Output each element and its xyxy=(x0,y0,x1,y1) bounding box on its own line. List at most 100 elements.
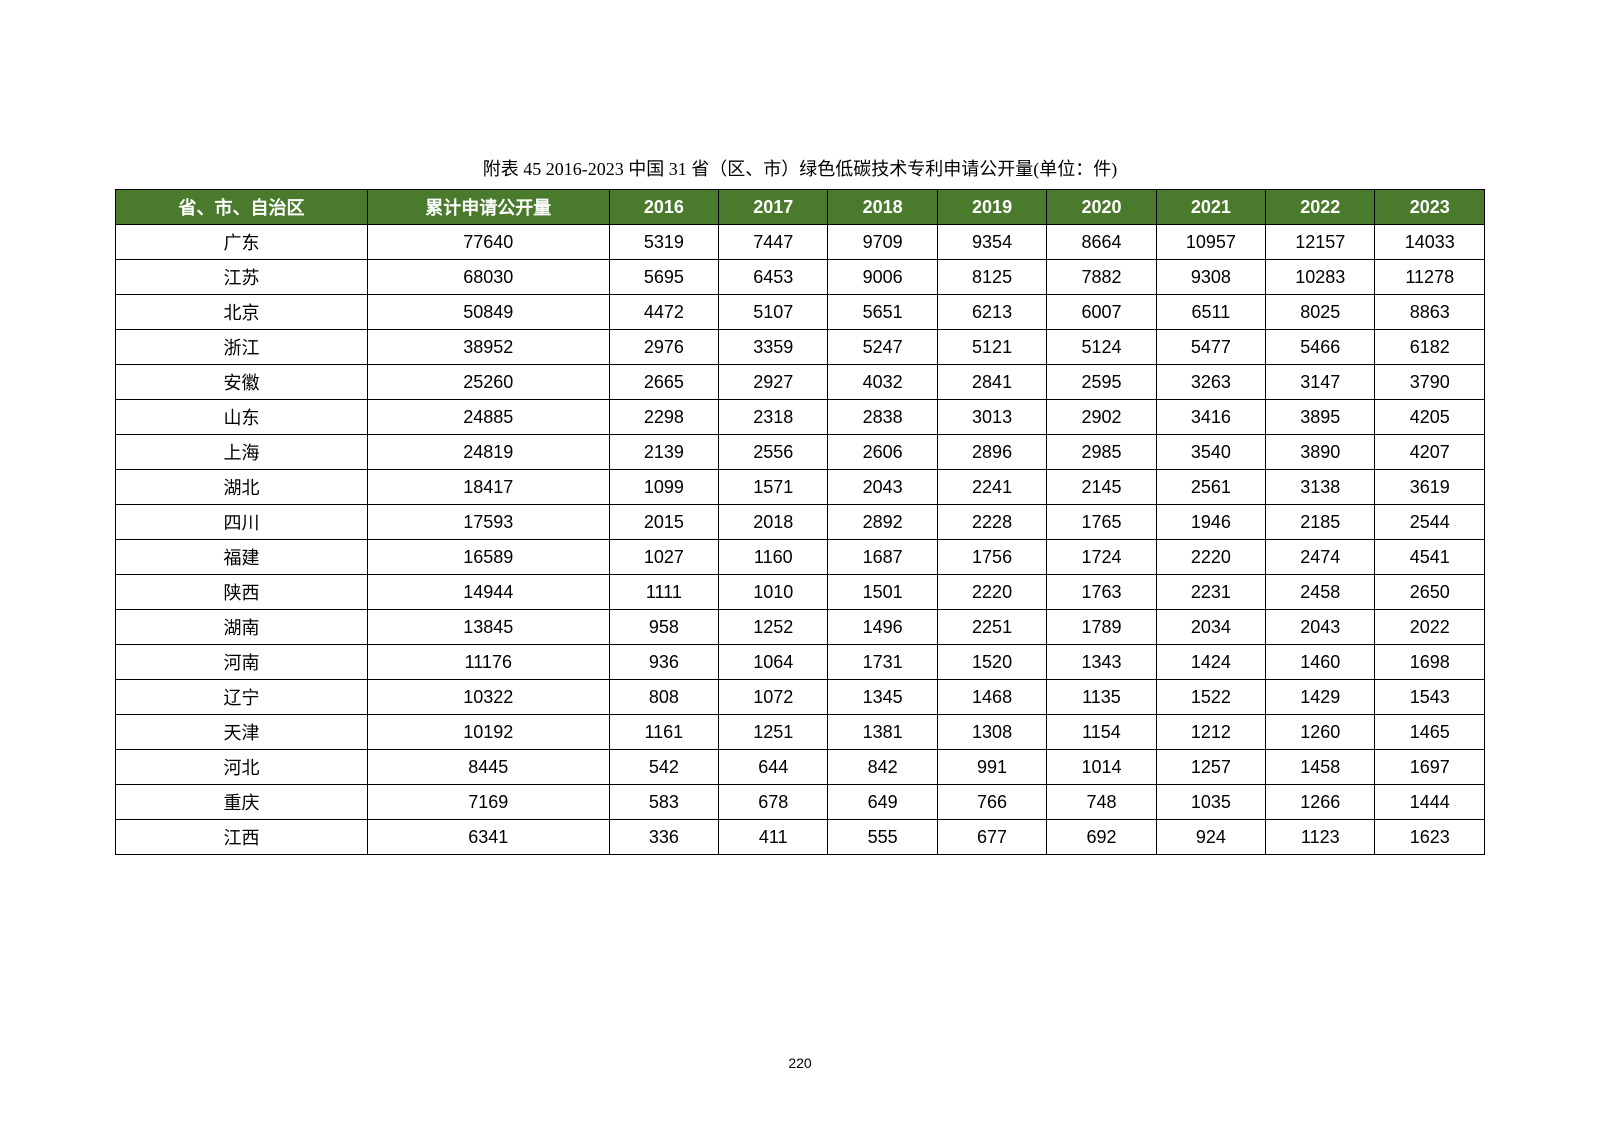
table-row: 天津1019211611251138113081154121212601465 xyxy=(116,715,1485,750)
col-header-2022: 2022 xyxy=(1266,190,1375,225)
cell-total: 7169 xyxy=(367,785,609,820)
cell-year-value: 1111 xyxy=(609,575,718,610)
cell-year-value: 9006 xyxy=(828,260,937,295)
cell-year-value: 2561 xyxy=(1156,470,1265,505)
cell-total: 6341 xyxy=(367,820,609,855)
cell-region: 上海 xyxy=(116,435,368,470)
cell-year-value: 5124 xyxy=(1047,330,1156,365)
cell-region: 四川 xyxy=(116,505,368,540)
cell-year-value: 2896 xyxy=(937,435,1046,470)
cell-total: 14944 xyxy=(367,575,609,610)
cell-year-value: 2838 xyxy=(828,400,937,435)
cell-year-value: 583 xyxy=(609,785,718,820)
cell-year-value: 2650 xyxy=(1375,575,1485,610)
cell-year-value: 5107 xyxy=(719,295,828,330)
table-row: 辽宁103228081072134514681135152214291543 xyxy=(116,680,1485,715)
cell-year-value: 2841 xyxy=(937,365,1046,400)
cell-year-value: 2231 xyxy=(1156,575,1265,610)
cell-year-value: 6007 xyxy=(1047,295,1156,330)
cell-year-value: 808 xyxy=(609,680,718,715)
table-row: 河南111769361064173115201343142414601698 xyxy=(116,645,1485,680)
cell-year-value: 7882 xyxy=(1047,260,1156,295)
cell-region: 安徽 xyxy=(116,365,368,400)
cell-total: 68030 xyxy=(367,260,609,295)
table-caption: 附表 45 2016-2023 中国 31 省（区、市）绿色低碳技术专利申请公开… xyxy=(115,155,1485,181)
cell-year-value: 3895 xyxy=(1266,400,1375,435)
cell-year-value: 1789 xyxy=(1047,610,1156,645)
cell-year-value: 692 xyxy=(1047,820,1156,855)
cell-year-value: 644 xyxy=(719,750,828,785)
col-header-total: 累计申请公开量 xyxy=(367,190,609,225)
cell-year-value: 1571 xyxy=(719,470,828,505)
cell-year-value: 2595 xyxy=(1047,365,1156,400)
cell-year-value: 5477 xyxy=(1156,330,1265,365)
table-header-row: 省、市、自治区 累计申请公开量 2016 2017 2018 2019 2020… xyxy=(116,190,1485,225)
document-page: 附表 45 2016-2023 中国 31 省（区、市）绿色低碳技术专利申请公开… xyxy=(0,0,1600,855)
cell-year-value: 7447 xyxy=(719,225,828,260)
cell-year-value: 8664 xyxy=(1047,225,1156,260)
col-header-2017: 2017 xyxy=(719,190,828,225)
cell-total: 24819 xyxy=(367,435,609,470)
cell-year-value: 991 xyxy=(937,750,1046,785)
cell-year-value: 2139 xyxy=(609,435,718,470)
cell-year-value: 766 xyxy=(937,785,1046,820)
cell-year-value: 2892 xyxy=(828,505,937,540)
cell-year-value: 555 xyxy=(828,820,937,855)
cell-year-value: 2298 xyxy=(609,400,718,435)
cell-year-value: 3540 xyxy=(1156,435,1265,470)
cell-year-value: 11278 xyxy=(1375,260,1485,295)
cell-year-value: 10957 xyxy=(1156,225,1265,260)
col-header-2020: 2020 xyxy=(1047,190,1156,225)
cell-year-value: 1035 xyxy=(1156,785,1265,820)
cell-year-value: 2015 xyxy=(609,505,718,540)
cell-year-value: 6511 xyxy=(1156,295,1265,330)
cell-year-value: 5121 xyxy=(937,330,1046,365)
cell-total: 18417 xyxy=(367,470,609,505)
cell-year-value: 9354 xyxy=(937,225,1046,260)
table-row: 陕西1494411111010150122201763223124582650 xyxy=(116,575,1485,610)
cell-year-value: 2458 xyxy=(1266,575,1375,610)
cell-year-value: 14033 xyxy=(1375,225,1485,260)
table-row: 广东77640531974479709935486641095712157140… xyxy=(116,225,1485,260)
cell-total: 77640 xyxy=(367,225,609,260)
cell-year-value: 1027 xyxy=(609,540,718,575)
cell-year-value: 4032 xyxy=(828,365,937,400)
col-header-2019: 2019 xyxy=(937,190,1046,225)
cell-year-value: 3619 xyxy=(1375,470,1485,505)
cell-year-value: 2220 xyxy=(937,575,1046,610)
cell-year-value: 1444 xyxy=(1375,785,1485,820)
page-number: 220 xyxy=(0,1055,1600,1071)
cell-year-value: 2022 xyxy=(1375,610,1485,645)
cell-year-value: 936 xyxy=(609,645,718,680)
cell-year-value: 5651 xyxy=(828,295,937,330)
cell-total: 16589 xyxy=(367,540,609,575)
cell-year-value: 542 xyxy=(609,750,718,785)
cell-region: 浙江 xyxy=(116,330,368,365)
cell-total: 10322 xyxy=(367,680,609,715)
cell-year-value: 1123 xyxy=(1266,820,1375,855)
cell-year-value: 1522 xyxy=(1156,680,1265,715)
cell-year-value: 1765 xyxy=(1047,505,1156,540)
cell-year-value: 1251 xyxy=(719,715,828,750)
cell-year-value: 6182 xyxy=(1375,330,1485,365)
table-row: 湖南138459581252149622511789203420432022 xyxy=(116,610,1485,645)
cell-region: 江西 xyxy=(116,820,368,855)
table-row: 湖北1841710991571204322412145256131383619 xyxy=(116,470,1485,505)
table-row: 福建1658910271160168717561724222024744541 xyxy=(116,540,1485,575)
cell-year-value: 3263 xyxy=(1156,365,1265,400)
cell-region: 河北 xyxy=(116,750,368,785)
cell-year-value: 6213 xyxy=(937,295,1046,330)
cell-year-value: 2544 xyxy=(1375,505,1485,540)
cell-year-value: 924 xyxy=(1156,820,1265,855)
cell-year-value: 4541 xyxy=(1375,540,1485,575)
cell-region: 陕西 xyxy=(116,575,368,610)
cell-year-value: 2606 xyxy=(828,435,937,470)
cell-year-value: 1460 xyxy=(1266,645,1375,680)
cell-year-value: 1429 xyxy=(1266,680,1375,715)
cell-region: 广东 xyxy=(116,225,368,260)
cell-region: 辽宁 xyxy=(116,680,368,715)
table-row: 山东2488522982318283830132902341638954205 xyxy=(116,400,1485,435)
cell-year-value: 3890 xyxy=(1266,435,1375,470)
table-row: 上海2481921392556260628962985354038904207 xyxy=(116,435,1485,470)
cell-year-value: 2665 xyxy=(609,365,718,400)
